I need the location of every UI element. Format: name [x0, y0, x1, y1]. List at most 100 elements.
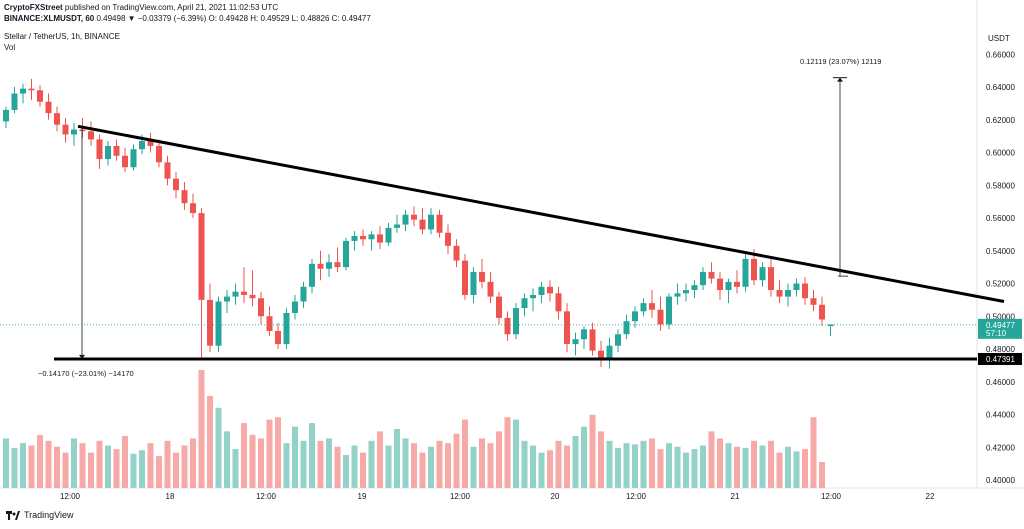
candle-body [564, 311, 570, 345]
volume-bar [215, 407, 222, 488]
candle-body [62, 124, 69, 135]
time-tick-label: 12:00 [60, 492, 81, 501]
candle-body [207, 299, 213, 346]
volume-bar [640, 440, 647, 488]
candle-body [326, 262, 332, 269]
candle-body [768, 267, 774, 291]
support-price-label: 0.47391 [986, 355, 1015, 364]
volume-bar [258, 438, 264, 488]
volume-bar [11, 447, 18, 488]
time-tick-label: 19 [358, 492, 367, 501]
volume-bar [725, 443, 732, 488]
volume-bar [292, 426, 298, 488]
support-price-badge[interactable] [978, 352, 1022, 365]
price-tick-label: 0.62000 [986, 116, 1015, 125]
price-tick-label: 0.52000 [986, 280, 1015, 289]
candle-body [385, 227, 392, 243]
candle-body [37, 90, 43, 102]
volume-bar [428, 446, 434, 488]
time-tick-label: 12:00 [626, 492, 647, 501]
volume-bar [606, 440, 613, 488]
volume-bar [419, 452, 426, 488]
candle-body [785, 290, 791, 297]
price-tick-label: 0.56000 [986, 214, 1015, 223]
candle-body [555, 293, 562, 312]
time-axis[interactable]: 12:00 18 12:00 19 12:00 20 12:00 21 12:00 22 [60, 492, 935, 501]
last-price-badge[interactable] [978, 318, 1022, 339]
measure-up-label: 0.12119 (23.07%) 12119 [800, 57, 881, 66]
volume-bar [479, 438, 485, 488]
publish-info: CryptoFXStreet published on TradingView.… [4, 3, 278, 12]
volume-bars [3, 370, 825, 488]
publish-text: published on TradingView.com, April 21, … [64, 3, 279, 12]
volume-bar [283, 443, 290, 488]
volume-bar [564, 445, 570, 488]
volume-bar [232, 449, 239, 488]
candle-body [615, 334, 621, 346]
volume-bar [334, 446, 341, 488]
volume-bar [20, 443, 26, 488]
time-tick-label: 12:00 [821, 492, 842, 501]
time-tick-label: 12:00 [256, 492, 277, 501]
volume-bar [683, 452, 689, 488]
volume-bar [62, 452, 69, 488]
volume-bar [173, 452, 179, 488]
price-axis[interactable]: 0.66000 0.64000 0.62000 0.60000 0.58000 0.560… [978, 50, 1022, 485]
volume-bar [317, 440, 324, 488]
candle-body [802, 283, 808, 299]
volume-bar [28, 445, 35, 488]
candle-body [598, 350, 604, 359]
descending-trendline[interactable] [77, 124, 1005, 303]
candle-body [105, 145, 111, 160]
volume-bar [445, 443, 451, 488]
candle-body [776, 290, 783, 297]
volume-bar [589, 414, 596, 488]
candle-body [742, 258, 749, 287]
candle-body [309, 263, 315, 287]
drawings[interactable] [0, 77, 1005, 361]
volume-bar [105, 445, 111, 488]
candle-body [130, 149, 137, 168]
volume-bar [360, 452, 366, 488]
candle-body [428, 214, 434, 230]
price-tick-label: 0.46000 [986, 378, 1015, 387]
candle-body [462, 260, 468, 295]
volume-bar [819, 462, 825, 488]
volume-bar [377, 431, 383, 488]
volume-bar [470, 446, 477, 488]
candle-body [759, 267, 766, 281]
volume-bar [487, 443, 494, 488]
volume-bar [734, 446, 740, 488]
pair-label: Stellar / TetherUS, 1h, BINANCE [4, 32, 120, 41]
price-tick-label: 0.54000 [986, 247, 1015, 256]
candle-body [632, 311, 638, 322]
candle-body [147, 141, 154, 146]
volume-label: Vol [4, 43, 16, 52]
tradingview-brand[interactable]: TradingView [6, 510, 74, 520]
candle-body [164, 162, 171, 179]
candle-body [751, 258, 757, 281]
candle-body [572, 339, 579, 345]
volume-bar [37, 434, 43, 488]
candle-body [96, 139, 103, 160]
price-tick-label: 0.40000 [986, 476, 1015, 485]
candle-body [122, 155, 128, 168]
volume-bar [700, 445, 706, 488]
candle-body [623, 321, 630, 335]
volume-bar [810, 417, 817, 488]
volume-bar [96, 440, 103, 488]
candle-body [292, 301, 298, 313]
volume-bar [343, 454, 349, 488]
volume-bar [436, 440, 443, 488]
tradingview-logo-icon [6, 511, 20, 520]
time-tick-label: 22 [926, 492, 935, 501]
volume-bar [275, 417, 281, 488]
volume-bar [674, 446, 681, 488]
candle-body [266, 316, 273, 331]
volume-bar [394, 429, 400, 488]
ohlc-info: BINANCE:XLMUSDT, 60 0.49498 ▼ −0.03379 (… [4, 14, 371, 23]
volume-bar [623, 443, 630, 488]
candle-body [581, 329, 587, 340]
volume-bar [530, 445, 536, 488]
